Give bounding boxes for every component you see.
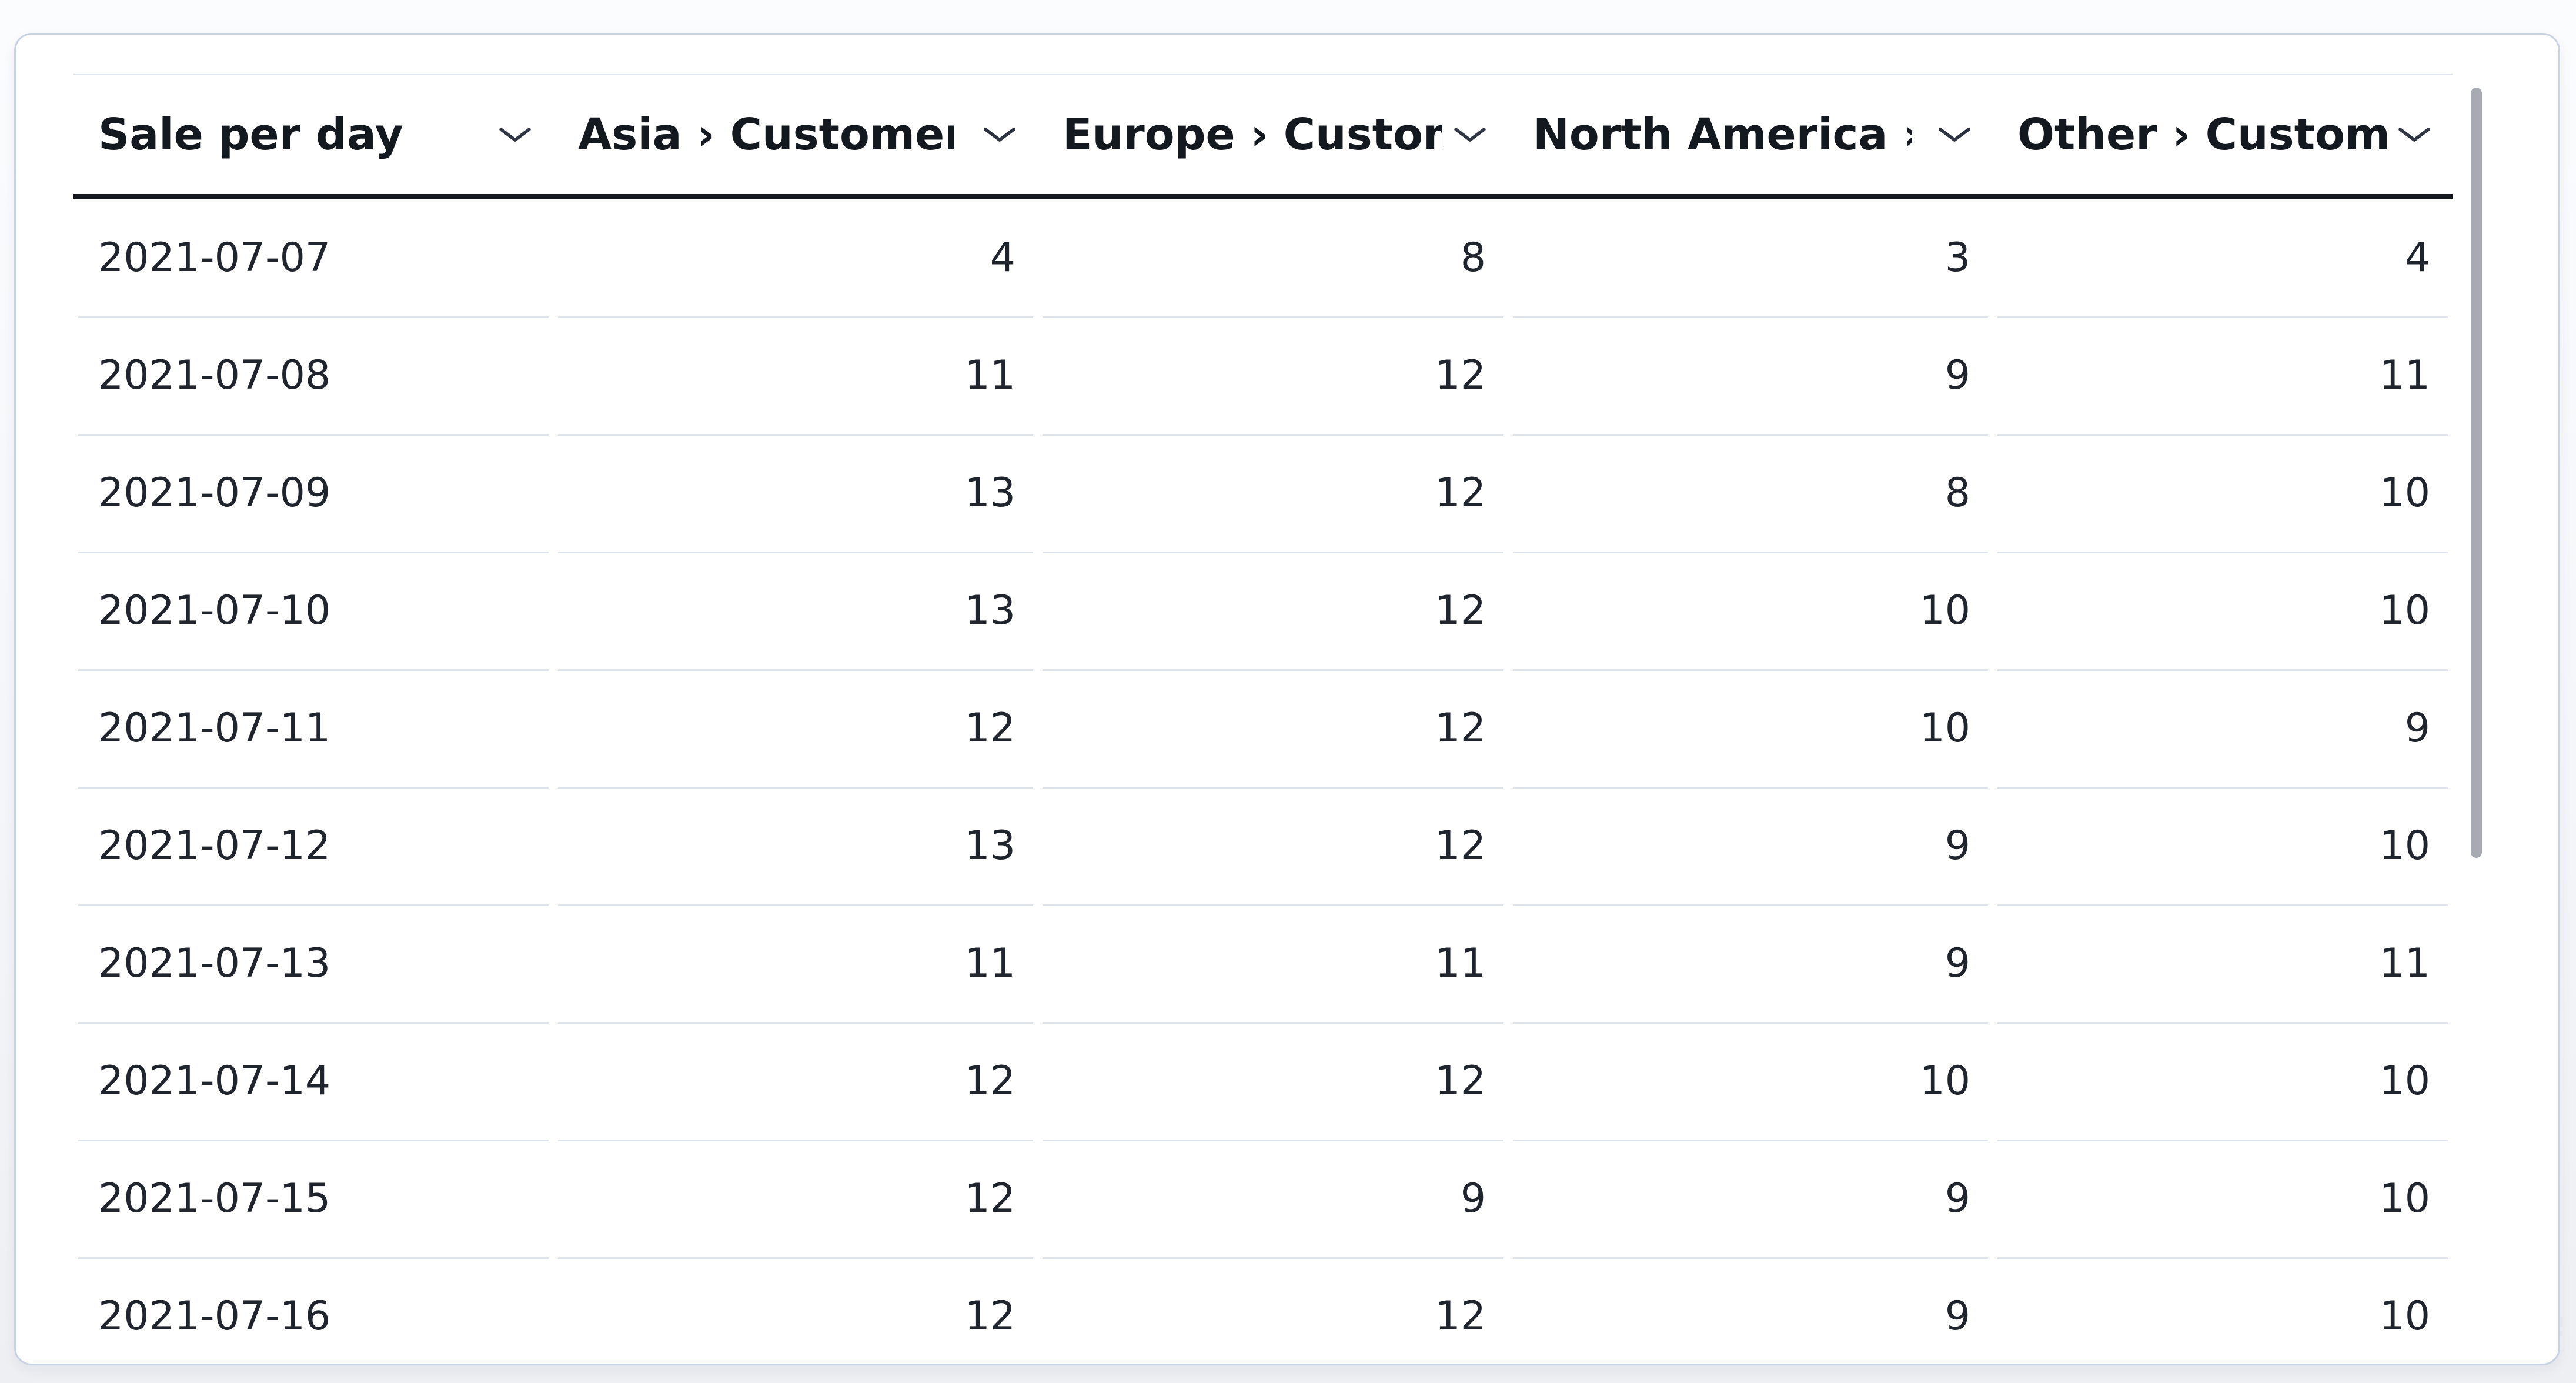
value-cell: 10 bbox=[1508, 1022, 1993, 1140]
value-cell: 3 bbox=[1944, 234, 1970, 281]
value-cell: 10 bbox=[1993, 1140, 2453, 1257]
table-row: 2021-07-08 11 12 9 11 bbox=[73, 316, 2453, 434]
table-header-row: Sale per day Asia › Customers Europe › Cus… bbox=[73, 74, 2453, 199]
date-cell: 2021-07-09 bbox=[73, 434, 553, 552]
column-header-other[interactable]: Other › Customers bbox=[1993, 75, 2453, 194]
table-body: 2021-07-07 4 8 3 4 2021-07-08 11 12 9 11 2021-07-0… bbox=[73, 199, 2453, 1364]
column-header-label: Sale per day bbox=[98, 109, 403, 160]
value-cell: 11 bbox=[1993, 316, 2453, 434]
value-cell: 9 bbox=[1508, 787, 1993, 904]
value-cell: 12 bbox=[1038, 434, 1508, 552]
value-cell: 12 bbox=[553, 1022, 1038, 1140]
sale-per-day-table: Sale per day Asia › Customers Europe › Cus… bbox=[73, 74, 2453, 1364]
value-cell: 10 bbox=[1993, 787, 2453, 904]
value-cell: 10 bbox=[1993, 434, 2453, 552]
value-cell: 13 bbox=[553, 552, 1038, 669]
date-cell: 2021-07-11 bbox=[73, 669, 553, 787]
value-cell: 9 bbox=[1038, 1140, 1508, 1257]
value-cell: 13 bbox=[553, 787, 1038, 904]
date-cell: 2021-07-08 bbox=[73, 316, 553, 434]
value-cell: 10 bbox=[1508, 669, 1993, 787]
date-cell: 2021-07-13 bbox=[73, 904, 553, 1022]
chevron-down-icon[interactable] bbox=[983, 126, 1017, 143]
table-row: 2021-07-14 12 12 10 10 bbox=[73, 1022, 2453, 1140]
date-cell: 2021-07-07 bbox=[98, 234, 331, 281]
value-cell: 4 bbox=[2404, 234, 2430, 281]
sales-table-card: Sale per day Asia › Customers Europe › Cus… bbox=[14, 33, 2560, 1365]
table-row: 2021-07-11 12 12 10 9 bbox=[73, 669, 2453, 787]
chevron-down-icon[interactable] bbox=[2397, 126, 2431, 143]
value-cell: 12 bbox=[1038, 552, 1508, 669]
value-cell: 11 bbox=[1038, 904, 1508, 1022]
column-header-label: Europe › Customers bbox=[1063, 109, 1442, 160]
value-cell: 12 bbox=[1038, 1257, 1508, 1364]
value-cell: 10 bbox=[1993, 552, 2453, 669]
value-cell: 9 bbox=[1508, 316, 1993, 434]
date-cell: 2021-07-10 bbox=[73, 552, 553, 669]
table-row: 2021-07-12 13 12 9 10 bbox=[73, 787, 2453, 904]
column-header-label: North America › Customers bbox=[1533, 109, 1912, 160]
column-header-date[interactable]: Sale per day bbox=[73, 75, 553, 194]
date-cell: 2021-07-14 bbox=[73, 1022, 553, 1140]
column-header-asia[interactable]: Asia › Customers bbox=[553, 75, 1038, 194]
value-cell: 9 bbox=[1508, 1140, 1993, 1257]
value-cell: 9 bbox=[1993, 669, 2453, 787]
column-header-label: Asia › Customers bbox=[578, 109, 954, 160]
table-row: 2021-07-13 11 11 9 11 bbox=[73, 904, 2453, 1022]
value-cell: 9 bbox=[1508, 904, 1993, 1022]
chevron-down-icon[interactable] bbox=[1937, 126, 1972, 143]
table-row: 2021-07-10 13 12 10 10 bbox=[73, 552, 2453, 669]
value-cell: 8 bbox=[1460, 234, 1486, 281]
date-cell: 2021-07-16 bbox=[73, 1257, 553, 1364]
table-row: 2021-07-09 13 12 8 10 bbox=[73, 434, 2453, 552]
column-header-north-america[interactable]: North America › Customers bbox=[1508, 75, 1993, 194]
value-cell: 12 bbox=[1038, 316, 1508, 434]
value-cell: 8 bbox=[1508, 434, 1993, 552]
value-cell: 12 bbox=[1038, 669, 1508, 787]
value-cell: 11 bbox=[553, 904, 1038, 1022]
value-cell: 9 bbox=[1508, 1257, 1993, 1364]
value-cell: 12 bbox=[1038, 1022, 1508, 1140]
vertical-scrollbar-thumb[interactable] bbox=[2471, 88, 2482, 858]
table-row: 2021-07-15 12 9 9 10 bbox=[73, 1140, 2453, 1257]
value-cell: 10 bbox=[1993, 1022, 2453, 1140]
value-cell: 12 bbox=[553, 1257, 1038, 1364]
date-cell: 2021-07-12 bbox=[73, 787, 553, 904]
value-cell: 12 bbox=[553, 1140, 1038, 1257]
value-cell: 11 bbox=[1993, 904, 2453, 1022]
table-row: 2021-07-16 12 12 9 10 bbox=[73, 1257, 2453, 1364]
value-cell: 10 bbox=[1993, 1257, 2453, 1364]
value-cell: 12 bbox=[553, 669, 1038, 787]
value-cell: 12 bbox=[1038, 787, 1508, 904]
table-row: 2021-07-07 4 8 3 4 bbox=[73, 199, 2453, 316]
column-header-europe[interactable]: Europe › Customers bbox=[1038, 75, 1508, 194]
value-cell: 10 bbox=[1508, 552, 1993, 669]
value-cell: 4 bbox=[990, 234, 1015, 281]
chevron-down-icon[interactable] bbox=[498, 126, 532, 143]
column-header-label: Other › Customers bbox=[2017, 109, 2387, 160]
value-cell: 13 bbox=[553, 434, 1038, 552]
value-cell: 11 bbox=[553, 316, 1038, 434]
date-cell: 2021-07-15 bbox=[73, 1140, 553, 1257]
chevron-down-icon[interactable] bbox=[1453, 126, 1487, 143]
